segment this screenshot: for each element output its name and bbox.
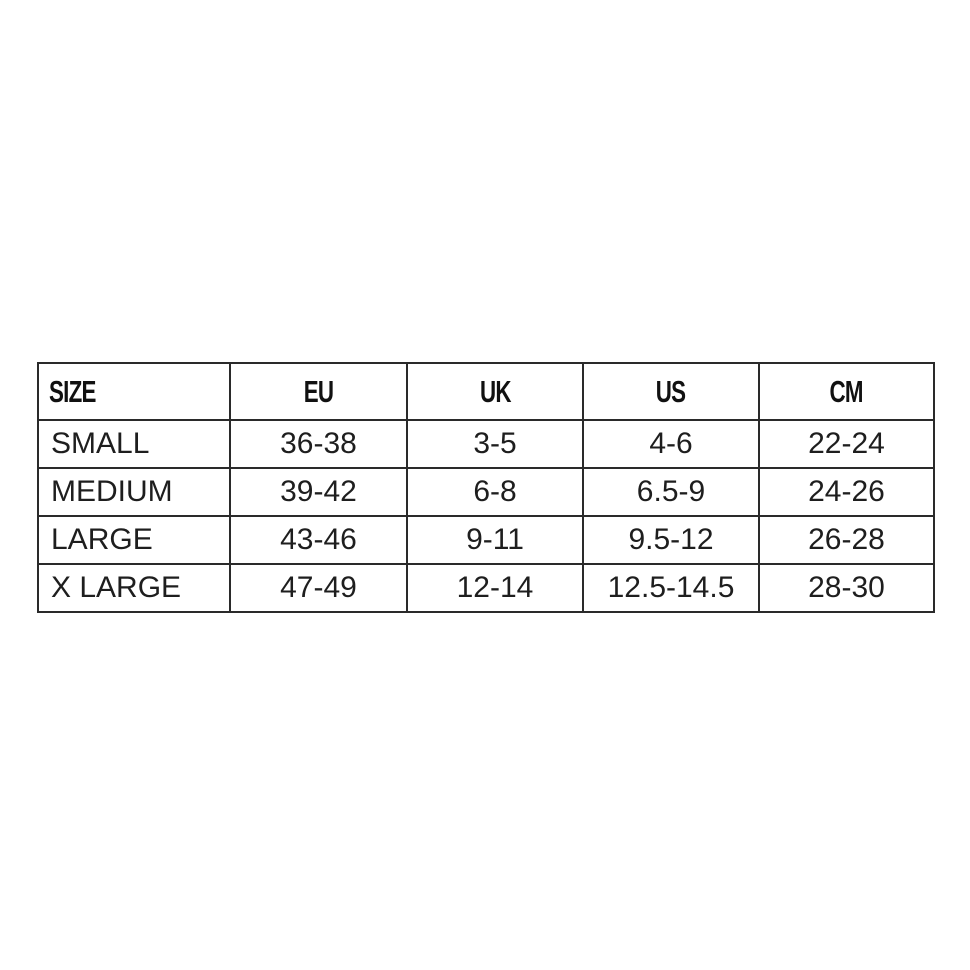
header-eu: EU bbox=[229, 362, 408, 421]
cell-us: 4-6 bbox=[582, 419, 760, 469]
cell-cm: 22-24 bbox=[758, 419, 935, 469]
cell-cm: 28-30 bbox=[758, 563, 935, 613]
header-us: US bbox=[582, 362, 760, 421]
cell-size: SMALL bbox=[37, 419, 231, 469]
cell-size: MEDIUM bbox=[37, 467, 231, 517]
cell-size: X LARGE bbox=[37, 563, 231, 613]
header-cm: CM bbox=[758, 362, 935, 421]
cell-cm: 26-28 bbox=[758, 515, 935, 565]
cell-eu: 39-42 bbox=[229, 467, 408, 517]
cell-size: LARGE bbox=[37, 515, 231, 565]
cell-uk: 3-5 bbox=[406, 419, 584, 469]
cell-us: 12.5-14.5 bbox=[582, 563, 760, 613]
cell-uk: 9-11 bbox=[406, 515, 584, 565]
table-row: MEDIUM 39-42 6-8 6.5-9 24-26 bbox=[37, 467, 935, 517]
cell-cm: 24-26 bbox=[758, 467, 935, 517]
table-row: LARGE 43-46 9-11 9.5-12 26-28 bbox=[37, 515, 935, 565]
cell-uk: 6-8 bbox=[406, 467, 584, 517]
header-size: SIZE bbox=[37, 362, 231, 421]
cell-us: 6.5-9 bbox=[582, 467, 760, 517]
table-row: X LARGE 47-49 12-14 12.5-14.5 28-30 bbox=[37, 563, 935, 613]
table-row: SMALL 36-38 3-5 4-6 22-24 bbox=[37, 419, 935, 469]
cell-eu: 47-49 bbox=[229, 563, 408, 613]
cell-uk: 12-14 bbox=[406, 563, 584, 613]
header-row: SIZE EU UK US CM bbox=[37, 362, 935, 421]
header-uk: UK bbox=[406, 362, 584, 421]
size-chart-table: SIZE EU UK US CM SMALL 36-38 3-5 4-6 22-… bbox=[37, 362, 935, 613]
cell-eu: 43-46 bbox=[229, 515, 408, 565]
cell-us: 9.5-12 bbox=[582, 515, 760, 565]
cell-eu: 36-38 bbox=[229, 419, 408, 469]
